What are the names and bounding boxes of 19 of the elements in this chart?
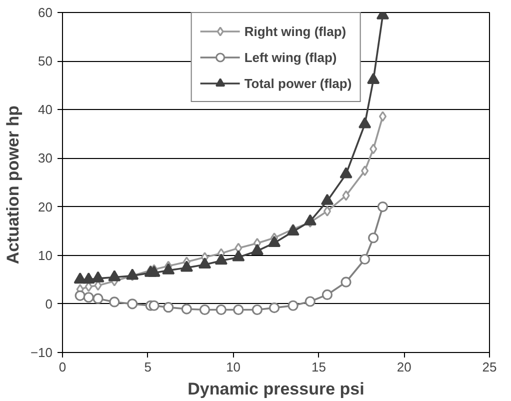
x-tick-label: 15 <box>311 360 326 374</box>
y-tick-label: −10 <box>30 345 53 360</box>
legend-label: Total power (flap) <box>244 76 352 90</box>
y-tick-label: 60 <box>38 5 53 20</box>
legend-label: Left wing (flap) <box>244 50 337 64</box>
x-tick-label: 0 <box>58 360 66 374</box>
y-tick-label: 50 <box>38 54 53 69</box>
x-axis-title: Dynamic pressure psi <box>188 380 364 398</box>
x-tick-label: 5 <box>144 360 152 374</box>
x-tick-label: 25 <box>482 360 497 374</box>
x-tick-label: 20 <box>396 360 412 374</box>
y-tick-label: 30 <box>38 150 53 166</box>
y-tick-label: 10 <box>38 248 53 263</box>
legend-label: Right wing (flap) <box>244 24 346 38</box>
y-axis-title: Actuation power hp <box>3 106 22 264</box>
y-tick-label: 0 <box>45 296 53 312</box>
y-tick-label: 40 <box>38 102 53 118</box>
x-tick-label: 10 <box>226 360 241 374</box>
y-tick-label: 20 <box>38 199 53 214</box>
